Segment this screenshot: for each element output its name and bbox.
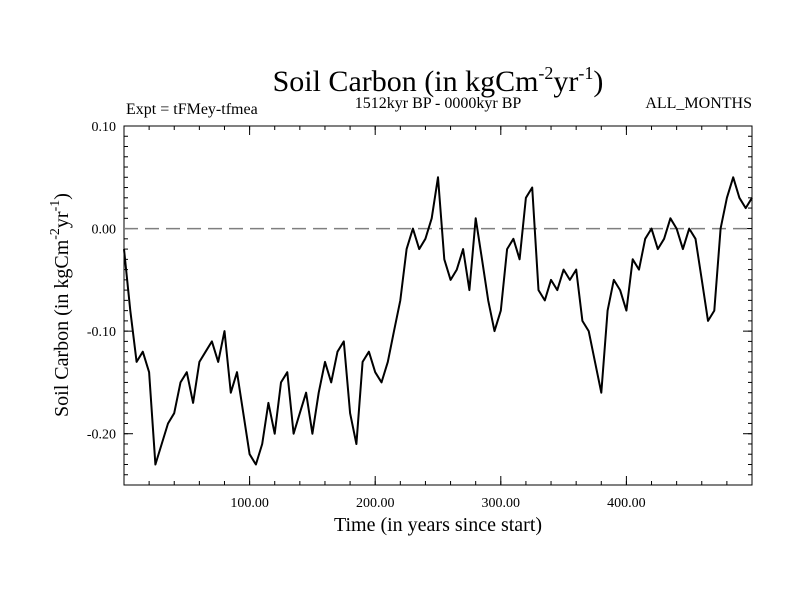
y-tick-label: -0.20 xyxy=(87,428,116,443)
subtitle-months: ALL_MONTHS xyxy=(645,95,752,112)
y-tick-label: 0.00 xyxy=(92,223,117,238)
subtitle-period: 1512kyr BP - 0000kyr BP xyxy=(355,95,522,112)
y-axis-ticks: 0.10 0.00 -0.10 -0.20 xyxy=(87,120,752,443)
y-axis-label-main: Soil Carbon (in kgCm xyxy=(51,239,73,417)
chart-title-sup2: -1 xyxy=(578,63,593,83)
chart-title: Soil Carbon (in kgCm-2yr-1) xyxy=(273,63,604,98)
x-tick-label: 300.00 xyxy=(482,496,521,511)
x-axis-label: Time (in years since start) xyxy=(334,514,542,536)
y-tick-label: 0.10 xyxy=(92,120,117,135)
y-axis-label-sup1: -2 xyxy=(48,228,63,240)
y-axis-label-yr: yr xyxy=(51,211,73,228)
chart-title-sup1: -2 xyxy=(538,63,553,83)
y-axis-label-sup2: -1 xyxy=(48,200,63,212)
y-axis-label: Soil Carbon (in kgCm-2yr-1) xyxy=(48,193,73,417)
chart-title-main: Soil Carbon (in kgCm xyxy=(273,65,539,98)
x-tick-label: 400.00 xyxy=(607,496,646,511)
chart-title-close: ) xyxy=(593,65,603,98)
y-tick-label: -0.10 xyxy=(87,325,116,340)
x-tick-label: 100.00 xyxy=(230,496,269,511)
plot-frame xyxy=(123,125,753,486)
y-axis-label-close: ) xyxy=(51,193,73,200)
subtitle-experiment: Expt = tFMey-tfmea xyxy=(126,101,258,118)
x-tick-label: 200.00 xyxy=(356,496,395,511)
chart-title-yr: yr xyxy=(553,65,578,98)
soil-carbon-series-line xyxy=(123,176,753,466)
